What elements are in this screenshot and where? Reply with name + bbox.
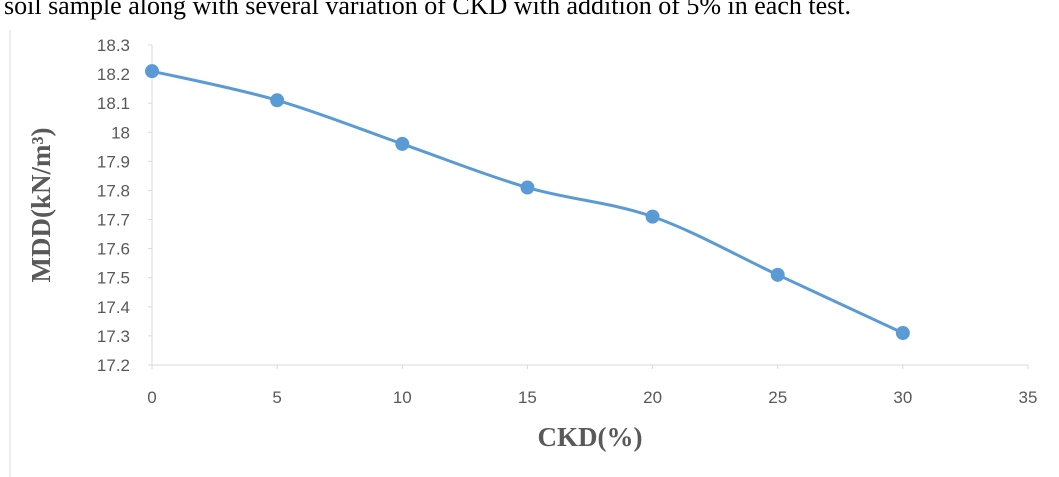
y-tick-label: 17.7	[97, 211, 130, 230]
y-tick-label: 18.3	[97, 36, 130, 55]
x-axis-label: CKD(%)	[538, 422, 643, 452]
x-tick-label: 35	[1019, 388, 1038, 407]
y-axis-label: MDD(kN/m³)	[26, 127, 56, 282]
x-tick-label: 20	[643, 388, 662, 407]
y-tick-label: 17.5	[97, 269, 130, 288]
data-point	[770, 267, 785, 282]
x-tick-label: 30	[893, 388, 912, 407]
y-tick-label: 17.6	[97, 240, 130, 259]
y-tick-label: 18	[111, 123, 130, 142]
y-tick-label: 18.1	[97, 94, 130, 113]
data-point	[645, 209, 660, 224]
x-tick-label: 10	[393, 388, 412, 407]
x-tick-label: 0	[147, 388, 156, 407]
y-tick-label: 17.2	[97, 356, 130, 375]
y-tick-label: 17.9	[97, 152, 130, 171]
x-tick-label: 15	[518, 388, 537, 407]
data-line	[151, 69, 904, 335]
y-tick-label: 17.3	[97, 327, 130, 346]
data-point	[145, 64, 159, 79]
data-point	[395, 136, 410, 151]
x-tick-label: 25	[768, 388, 787, 407]
x-tick-label: 5	[272, 388, 281, 407]
y-tick-label: 17.8	[97, 181, 130, 200]
data-point	[895, 326, 910, 340]
data-point	[520, 180, 535, 195]
caption: soil sample along with several variation…	[4, 0, 851, 20]
y-tick-label: 18.2	[97, 65, 130, 84]
data-point	[270, 93, 285, 108]
y-tick-label: 17.4	[97, 298, 130, 317]
